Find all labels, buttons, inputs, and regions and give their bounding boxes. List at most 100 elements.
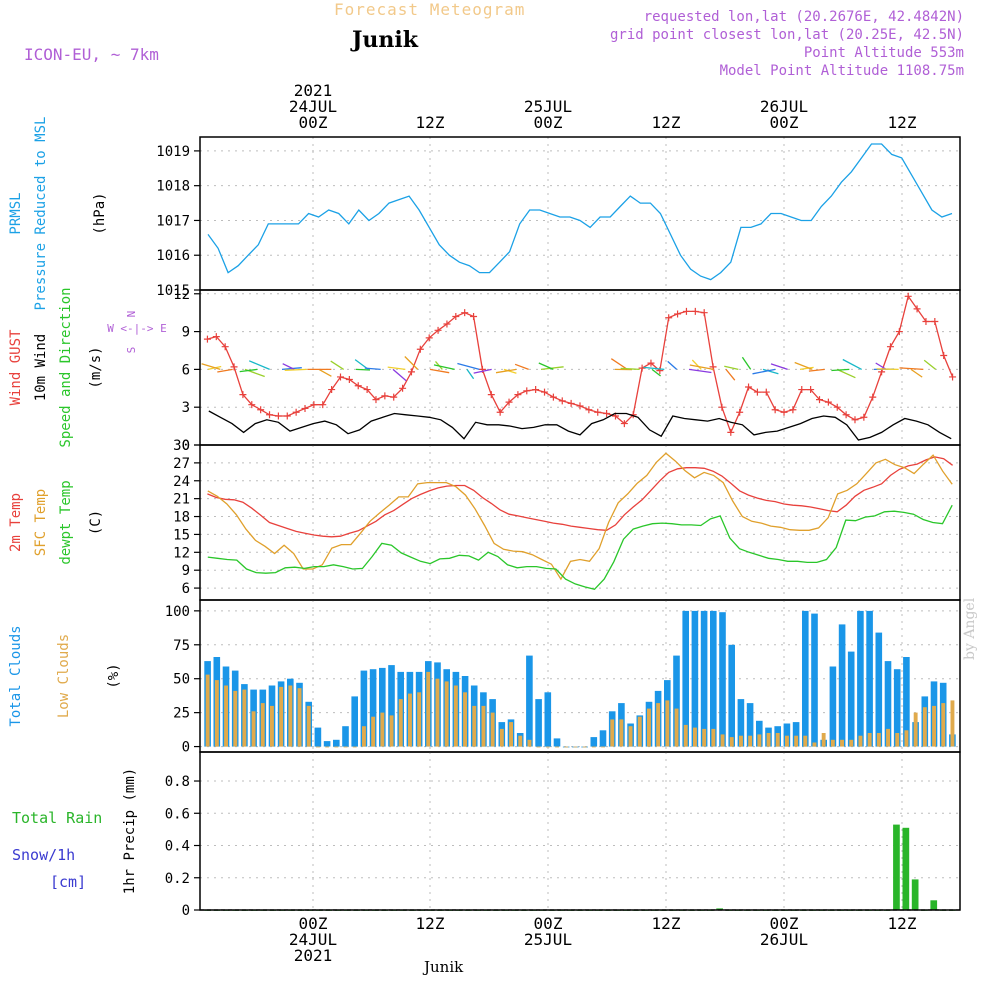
panel-precip (194, 751, 961, 911)
clouds-bar (702, 728, 707, 747)
pressure-tick-label: 1016 (156, 248, 190, 264)
clouds-bar (858, 735, 863, 747)
wind-direction-arrow (540, 366, 564, 371)
wind-direction-arrow (538, 362, 554, 370)
top-time-label: 12Z (652, 113, 681, 132)
pressure-axis-label: Pressure Reduced to MSL (33, 117, 49, 311)
temperature-series-line (207, 456, 953, 538)
wind-gust-marker (807, 386, 815, 394)
wind-gust-marker (727, 428, 735, 436)
precip-axis-label: 1hr Precip (mm) (122, 768, 138, 894)
clouds-bar (527, 739, 532, 747)
clouds-bar (802, 610, 809, 747)
pressure-axis-label: (hPa) (92, 192, 108, 234)
wind-direction-arrow (201, 363, 221, 371)
precip-bar (893, 824, 900, 910)
clouds-bar (792, 722, 800, 747)
clouds-tick-label: 75 (173, 638, 190, 654)
precip-tick-label: 0.4 (165, 839, 190, 855)
clouds-bar (904, 730, 909, 747)
wind-gust-marker (594, 408, 602, 416)
clouds-bar (601, 746, 605, 748)
clouds-bar (683, 724, 688, 747)
clouds-bar (710, 610, 717, 747)
clouds-bar (214, 680, 219, 747)
wind-direction-arrow (724, 365, 739, 371)
top-time-label: 26JUL (760, 97, 808, 116)
wind-tick-label: 3 (182, 400, 190, 416)
clouds-bar (893, 669, 901, 747)
wind-gust-marker (816, 396, 824, 404)
wind-gust-marker (745, 383, 753, 391)
wind-gust-marker (319, 401, 327, 409)
pressure-tick-label: 1015 (156, 283, 190, 299)
pressure-tick-label: 1018 (156, 179, 190, 195)
wind-gust-marker (452, 312, 460, 320)
clouds-bar (693, 727, 697, 747)
clouds-bar (829, 666, 837, 747)
wind-direction-arrow (689, 364, 714, 371)
wind-gust-marker (842, 411, 850, 419)
precip-frame (199, 751, 961, 911)
wind-direction-arrow (404, 356, 419, 370)
clouds-bar (314, 727, 322, 747)
clouds-bar (526, 655, 533, 747)
temperature-tick-label: 6 (182, 581, 190, 597)
clouds-bar (362, 726, 366, 747)
wind-gust-marker (239, 391, 247, 399)
wind-tick-label: 0 (182, 438, 190, 454)
clouds-bar (334, 746, 339, 748)
temperature-tick-label: 27 (173, 456, 190, 472)
pressure-tick-label: 1019 (156, 144, 190, 160)
clouds-bar (333, 739, 340, 747)
wind-direction-arrow (752, 368, 776, 375)
clouds-bar (794, 735, 799, 747)
temperature-series-line (207, 452, 953, 581)
wind-direction-arrow (284, 368, 307, 371)
precip-side-label: Total Rain (12, 809, 102, 827)
wind-direction-arrow (392, 368, 407, 382)
clouds-bar (417, 692, 422, 747)
clouds-bar (369, 669, 377, 747)
clouds-bar (756, 720, 763, 747)
clouds-bar (343, 746, 348, 748)
clouds-bar (388, 665, 395, 747)
clouds-axis-label: Total Clouds (8, 625, 24, 726)
wind-direction-arrow (836, 368, 856, 379)
bottom-time-label: 12Z (888, 914, 917, 933)
precip-side-label: Snow/1h (12, 846, 75, 864)
compass-north: N (125, 311, 138, 318)
clouds-bar (564, 746, 569, 748)
wind-direction-arrow (330, 360, 345, 370)
clouds-bar (536, 746, 541, 748)
model-altitude: Model Point Altitude 1108.75m (719, 63, 964, 79)
wind-axis-label: 10m Wind (33, 334, 49, 401)
clouds-bar (251, 711, 256, 747)
temperature-axis-label: SFC Temp (33, 489, 49, 556)
wind-gust-marker (771, 406, 779, 414)
wind-gust-marker (851, 416, 859, 424)
wind-direction-arrow (433, 364, 455, 371)
clouds-bar (233, 690, 238, 747)
clouds-bar (389, 715, 394, 747)
clouds-bar (297, 688, 302, 747)
clouds-bar (691, 610, 699, 747)
wind-gust-marker (354, 382, 362, 390)
wind-direction-arrow (899, 367, 924, 371)
clouds-bar (398, 699, 403, 747)
wind-gust-marker (558, 397, 566, 405)
wind-direction-arrow (842, 358, 862, 370)
clouds-axis-label: (%) (106, 663, 122, 688)
wind-gust-marker (567, 399, 575, 407)
wind-gust-marker (328, 386, 336, 394)
station-name: Junik (352, 27, 418, 53)
wind-gust-marker (798, 386, 806, 394)
wind-gust-marker (860, 413, 868, 421)
clouds-tick-label: 100 (165, 604, 190, 620)
clouds-bar (360, 670, 368, 747)
clouds-bar (637, 716, 642, 747)
wind-direction-arrow (495, 368, 517, 374)
wind-gust-marker (487, 391, 495, 399)
wind-gust-marker (407, 368, 415, 376)
